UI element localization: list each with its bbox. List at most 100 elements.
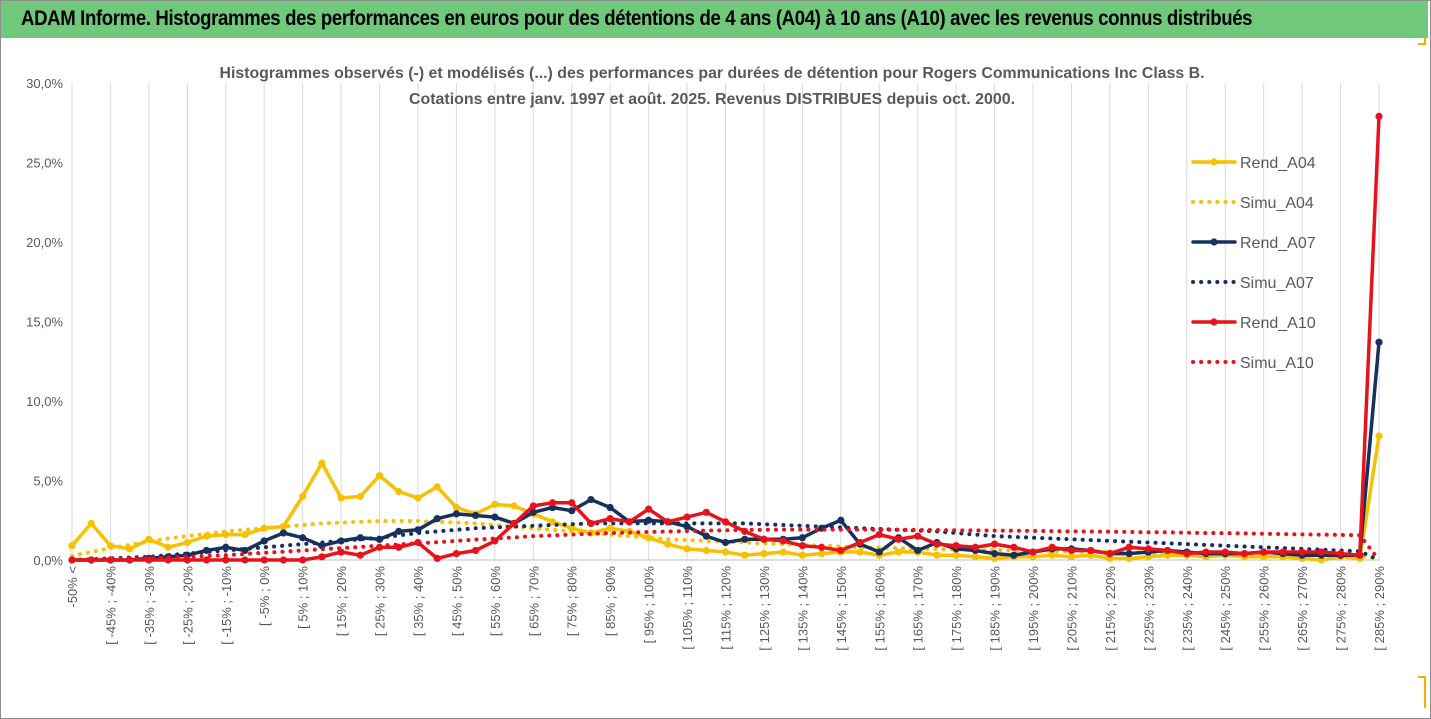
data-point xyxy=(856,548,864,556)
x-tick-label: [ 15% ; 20% xyxy=(334,566,349,637)
data-point xyxy=(933,540,941,548)
legend-marker xyxy=(1210,158,1218,166)
data-point xyxy=(568,524,576,532)
data-point xyxy=(1260,548,1268,556)
x-tick-label: [ 275% ; 280% xyxy=(1334,566,1349,651)
data-point xyxy=(1087,546,1095,555)
data-point xyxy=(222,556,230,564)
data-point xyxy=(1240,550,1249,558)
data-point xyxy=(529,502,537,510)
data-point xyxy=(625,518,633,526)
chart-legend: Rend_A04 Simu_A04 Rend_A07 Simu_A07 Rend_A10… xyxy=(1191,155,1316,372)
data-point xyxy=(990,540,999,548)
data-point xyxy=(990,550,999,558)
chart-series xyxy=(68,112,1383,564)
x-tick-label: [ 155% ; 160% xyxy=(872,566,887,651)
data-point xyxy=(1336,550,1345,558)
data-point xyxy=(1375,338,1383,346)
data-point xyxy=(971,543,979,551)
data-point xyxy=(798,551,806,559)
x-tick-label: [ -5% ; 0% xyxy=(257,566,272,626)
x-tick-label: [ 265% ; 270% xyxy=(1295,566,1310,651)
data-point xyxy=(279,556,288,564)
data-point xyxy=(741,551,749,559)
legend-label: Rend_A07 xyxy=(1240,235,1316,252)
x-tick-label: [ 215% ; 220% xyxy=(1103,566,1118,651)
x-tick-label: [ 55% ; 60% xyxy=(488,566,503,637)
data-point xyxy=(760,550,768,558)
x-tick-label: [ 65% ; 70% xyxy=(526,566,541,637)
x-tick-label: [ 235% ; 240% xyxy=(1180,566,1195,651)
x-tick-label: [ 105% ; 110% xyxy=(680,566,695,650)
data-point xyxy=(1125,543,1133,551)
data-point xyxy=(664,540,672,548)
x-tick-label: [ -35% ; -30% xyxy=(142,566,157,645)
data-point xyxy=(1125,550,1133,558)
data-point xyxy=(164,543,172,551)
data-point xyxy=(568,499,576,507)
data-point xyxy=(933,551,941,559)
data-point xyxy=(1298,548,1306,556)
data-point xyxy=(260,537,268,545)
legend-label: Simu_A04 xyxy=(1240,195,1314,212)
data-point xyxy=(894,535,903,543)
data-point xyxy=(491,500,499,508)
data-point xyxy=(606,503,614,512)
data-point xyxy=(299,492,307,500)
data-point xyxy=(645,505,653,513)
x-tick-label: [ 35% ; 40% xyxy=(411,566,426,637)
data-point xyxy=(914,546,922,555)
data-point xyxy=(683,545,691,553)
data-point xyxy=(395,527,403,535)
data-point xyxy=(721,518,730,526)
data-point xyxy=(683,513,691,521)
data-point xyxy=(318,459,326,467)
data-point xyxy=(222,543,230,551)
chart-grid xyxy=(71,83,1380,560)
data-point xyxy=(356,551,364,559)
data-point xyxy=(645,534,653,542)
legend-label: Rend_A04 xyxy=(1240,155,1316,172)
data-point xyxy=(587,495,595,504)
data-point xyxy=(183,538,191,547)
data-point xyxy=(1163,546,1172,555)
legend-label: Simu_A07 xyxy=(1240,275,1314,292)
data-point xyxy=(971,553,979,561)
x-tick-label: [ 95% ; 100% xyxy=(642,566,657,644)
data-point xyxy=(87,519,95,528)
x-tick-label: [ 165% ; 170% xyxy=(911,566,926,651)
corner-marker-top-right xyxy=(1418,37,1426,45)
data-point xyxy=(779,537,787,545)
series-line-simu_a10 xyxy=(70,527,1381,562)
data-point xyxy=(741,535,749,543)
data-point xyxy=(1375,432,1383,440)
x-tick-label: [ 5% ; 10% xyxy=(296,566,311,629)
data-point xyxy=(606,515,614,523)
data-point xyxy=(375,472,384,480)
x-tick-label: [ 125% ; 130% xyxy=(757,566,772,651)
data-point xyxy=(1144,545,1152,553)
corner-marker-bottom-right xyxy=(1418,676,1426,708)
legend-marker xyxy=(1210,238,1218,246)
data-point xyxy=(452,503,461,512)
y-tick-label: 25,0% xyxy=(26,156,63,171)
data-point xyxy=(1106,550,1114,558)
x-tick-label: [ 45% ; 50% xyxy=(449,566,464,637)
data-point xyxy=(702,532,710,540)
data-point xyxy=(202,556,211,564)
data-point xyxy=(664,518,672,526)
data-point xyxy=(529,508,537,516)
data-point xyxy=(337,494,345,502)
data-point xyxy=(760,535,768,543)
chart-axes: 0,0% 5,0% 10,0% 15,0% 20,0% 25,0% 30,0% -50% < [… xyxy=(26,76,1387,651)
x-tick-label: [ 205% ; 210% xyxy=(1064,566,1079,651)
data-point xyxy=(1067,553,1076,561)
data-point xyxy=(702,546,710,555)
x-tick-label: -50% < xyxy=(65,566,80,608)
data-point xyxy=(241,556,249,564)
x-tick-label: [ 75% ; 80% xyxy=(565,566,580,637)
data-point xyxy=(568,507,576,515)
data-point xyxy=(433,483,441,491)
data-point xyxy=(337,548,345,556)
y-tick-label: 0,0% xyxy=(33,553,63,568)
